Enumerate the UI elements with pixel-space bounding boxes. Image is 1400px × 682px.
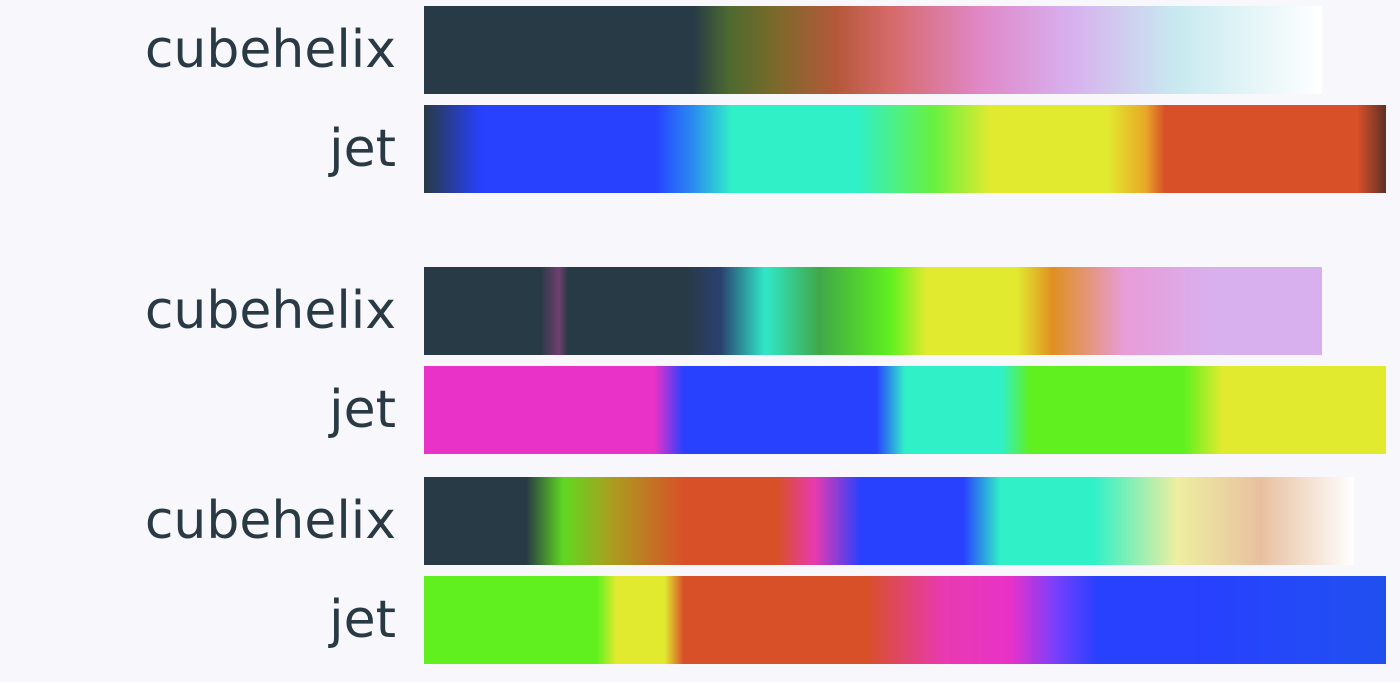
colormap-bar-0 [424,6,1322,94]
colormap-label-1: jet [329,119,396,179]
colormap-row-4: cubehelix [0,477,1400,565]
colormap-bar-5 [424,576,1386,664]
colormap-label-4: cubehelix [144,491,396,551]
colormap-row-2: cubehelix [0,267,1400,355]
colormap-row-5: jet [0,576,1400,664]
colormap-label-5: jet [329,590,396,650]
colormap-label-0: cubehelix [144,20,396,80]
colormap-bar-2 [424,267,1322,355]
colormap-label-2: cubehelix [144,281,396,341]
colormap-bar-3 [424,366,1386,454]
colormap-row-3: jet [0,366,1400,454]
colormap-bar-1 [424,105,1386,193]
colormap-label-3: jet [329,380,396,440]
colormap-bar-4 [424,477,1354,565]
colormap-row-1: jet [0,105,1400,193]
colormap-row-0: cubehelix [0,6,1400,94]
